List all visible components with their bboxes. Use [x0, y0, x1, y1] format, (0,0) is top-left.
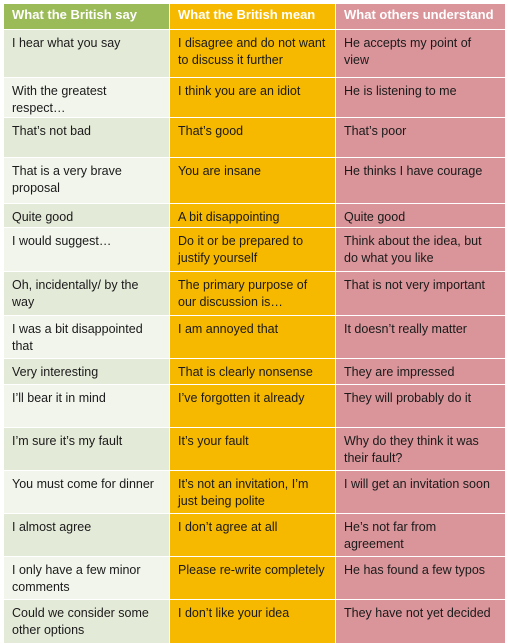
table-row: I only have a few minor comments Please r…: [3, 556, 506, 600]
table-row: I almost agree I don’t agree at all He’s n…: [3, 513, 506, 557]
table-row: I hear what you say I disagree and do not…: [3, 29, 506, 78]
table-row: Oh, incidentally/ by the way The primary …: [3, 271, 506, 316]
cell-british-say: I almost agree: [3, 513, 170, 557]
cell-british-mean: Please re-write completely: [169, 556, 336, 600]
table-row: I’ll bear it in mind I’ve forgotten it al…: [3, 384, 506, 428]
header-what-british-say: What the British say: [3, 3, 170, 30]
cell-british-mean: I disagree and do not want to discuss it…: [169, 29, 336, 78]
cell-others-understand: Why do they think it was their fault?: [335, 427, 506, 471]
cell-british-say: I’m sure it’s my fault: [3, 427, 170, 471]
cell-british-mean: You are insane: [169, 157, 336, 204]
cell-british-say: I would suggest…: [3, 227, 170, 272]
cell-others-understand: He has found a few typos: [335, 556, 506, 600]
table-row: Quite good A bit disappointing Quite good: [3, 203, 506, 228]
cell-others-understand: It doesn’t really matter: [335, 315, 506, 359]
cell-others-understand: He thinks I have courage: [335, 157, 506, 204]
cell-british-mean: It’s your fault: [169, 427, 336, 471]
cell-others-understand: Think about the idea, but do what you li…: [335, 227, 506, 272]
cell-british-say: I hear what you say: [3, 29, 170, 78]
cell-british-mean: That is clearly nonsense: [169, 358, 336, 385]
table-row: I would suggest… Do it or be prepared to …: [3, 227, 506, 272]
table-row: You must come for dinner It’s not an invi…: [3, 470, 506, 514]
cell-british-mean: I think you are an idiot: [169, 77, 336, 118]
table-row: That is a very brave proposal You are ins…: [3, 157, 506, 204]
cell-british-say: I’ll bear it in mind: [3, 384, 170, 428]
cell-others-understand: Quite good: [335, 203, 506, 228]
cell-british-mean: I don’t like your idea: [169, 599, 336, 644]
cell-british-say: With the greatest respect…: [3, 77, 170, 118]
cell-british-mean: That’s good: [169, 117, 336, 158]
cell-british-mean: I am annoyed that: [169, 315, 336, 359]
cell-british-say: I only have a few minor comments: [3, 556, 170, 600]
table-row: That’s not bad That’s good That’s poor: [3, 117, 506, 158]
table-row: I was a bit disappointed that I am annoye…: [3, 315, 506, 359]
header-what-british-mean: What the British mean: [169, 3, 336, 30]
cell-british-mean: Do it or be prepared to justify yourself: [169, 227, 336, 272]
cell-british-say: That’s not bad: [3, 117, 170, 158]
table-row: I’m sure it’s my fault It’s your fault Why…: [3, 427, 506, 471]
cell-others-understand: That is not very important: [335, 271, 506, 316]
cell-british-mean: I’ve forgotten it already: [169, 384, 336, 428]
cell-others-understand: They are impressed: [335, 358, 506, 385]
cell-others-understand: They will probably do it: [335, 384, 506, 428]
cell-others-understand: They have not yet decided: [335, 599, 506, 644]
cell-british-say: That is a very brave proposal: [3, 157, 170, 204]
cell-british-say: You must come for dinner: [3, 470, 170, 514]
table-body: I hear what you say I disagree and do not…: [3, 29, 506, 644]
table-row: With the greatest respect… I think you ar…: [3, 77, 506, 118]
british-phrases-table: What the British say What the British me…: [3, 3, 506, 644]
cell-british-say: Quite good: [3, 203, 170, 228]
table-row: Could we consider some other options I do…: [3, 599, 506, 644]
cell-others-understand: I will get an invitation soon: [335, 470, 506, 514]
cell-others-understand: He accepts my point of view: [335, 29, 506, 78]
header-what-others-understand: What others understand: [335, 3, 506, 30]
cell-british-mean: A bit disappointing: [169, 203, 336, 228]
table-row: Very interesting That is clearly nonsense…: [3, 358, 506, 385]
cell-british-say: I was a bit disappointed that: [3, 315, 170, 359]
cell-british-mean: I don’t agree at all: [169, 513, 336, 557]
cell-others-understand: That’s poor: [335, 117, 506, 158]
table-header-row: What the British say What the British me…: [3, 3, 506, 30]
cell-british-mean: It’s not an invitation, I’m just being p…: [169, 470, 336, 514]
cell-british-say: Oh, incidentally/ by the way: [3, 271, 170, 316]
cell-others-understand: He is listening to me: [335, 77, 506, 118]
british-phrases-table-container: What the British say What the British me…: [3, 3, 506, 644]
cell-british-say: Could we consider some other options: [3, 599, 170, 644]
cell-british-mean: The primary purpose of our discussion is…: [169, 271, 336, 316]
cell-others-understand: He’s not far from agreement: [335, 513, 506, 557]
cell-british-say: Very interesting: [3, 358, 170, 385]
